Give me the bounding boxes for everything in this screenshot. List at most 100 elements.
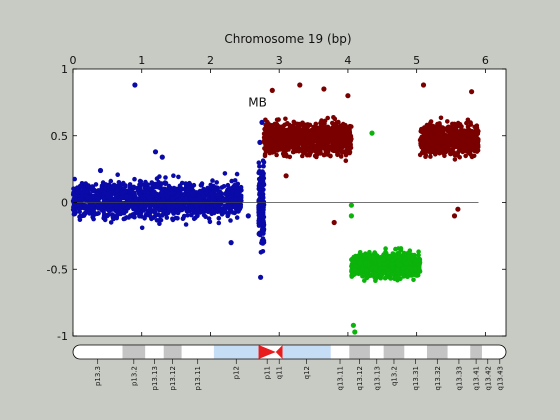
- data-point: [91, 206, 97, 211]
- data-point: [466, 149, 472, 154]
- x-tick-label: 2: [207, 54, 214, 67]
- data-point: [390, 258, 396, 263]
- outlier-point: [228, 240, 234, 246]
- data-point: [76, 197, 82, 202]
- data-point: [99, 207, 105, 213]
- data-point: [308, 150, 313, 155]
- centromere-band: [275, 345, 283, 359]
- data-point: [381, 261, 386, 267]
- data-point: [226, 212, 231, 217]
- data-point: [139, 203, 144, 208]
- band-label: q13.41: [473, 366, 481, 390]
- data-point: [258, 212, 264, 217]
- data-point: [171, 195, 177, 200]
- data-point: [331, 148, 336, 154]
- data-point: [260, 173, 266, 178]
- data-point: [99, 184, 105, 190]
- data-point: [471, 133, 476, 138]
- data-point: [81, 211, 87, 217]
- data-point: [423, 150, 429, 155]
- data-point: [263, 136, 268, 142]
- data-point: [183, 222, 189, 227]
- data-point: [103, 185, 108, 191]
- data-point: [419, 129, 425, 135]
- data-point: [322, 121, 327, 126]
- band-label: p13.11: [194, 366, 202, 390]
- band-label: p12: [233, 366, 241, 379]
- band-label: p11: [264, 366, 272, 379]
- data-point: [205, 209, 211, 215]
- data-point: [86, 187, 91, 193]
- data-point: [232, 201, 237, 206]
- data-point: [332, 128, 338, 133]
- data-point: [449, 149, 455, 155]
- data-point: [179, 204, 185, 210]
- data-point: [277, 125, 283, 131]
- data-point: [452, 157, 458, 162]
- data-point: [330, 120, 335, 126]
- data-point: [290, 149, 296, 155]
- data-point: [465, 124, 471, 129]
- data-point: [383, 246, 388, 251]
- series-3: [348, 130, 423, 335]
- data-point: [343, 144, 349, 149]
- data-point: [256, 197, 262, 203]
- data-point: [119, 194, 124, 200]
- data-point: [151, 191, 156, 196]
- data-point: [201, 186, 206, 192]
- data-point: [403, 261, 409, 267]
- data-point: [301, 123, 307, 128]
- data-point: [72, 200, 77, 206]
- data-point: [276, 117, 281, 122]
- data-point: [334, 124, 339, 129]
- data-point: [440, 146, 445, 151]
- x-tick-label: 4: [344, 54, 351, 67]
- data-point: [124, 194, 129, 200]
- data-point: [185, 182, 190, 188]
- data-point: [401, 274, 407, 279]
- data-point: [428, 119, 434, 124]
- data-point: [304, 138, 309, 144]
- data-point: [158, 217, 164, 223]
- band-label: q13.2: [390, 366, 398, 386]
- data-point: [157, 221, 162, 226]
- band-label: q13.31: [412, 366, 420, 390]
- data-point: [267, 129, 273, 134]
- data-point: [108, 196, 114, 201]
- data-point: [181, 215, 186, 221]
- data-point: [401, 266, 407, 271]
- data-point: [137, 191, 142, 197]
- data-point: [475, 148, 481, 153]
- data-point: [110, 184, 116, 190]
- data-point: [120, 182, 125, 187]
- data-point: [227, 193, 232, 199]
- x-tick-label: 6: [482, 54, 489, 67]
- data-point: [386, 271, 391, 276]
- data-point: [451, 127, 457, 132]
- data-point: [79, 181, 85, 186]
- data-point: [171, 173, 176, 178]
- data-point: [462, 136, 468, 142]
- data-point: [282, 144, 288, 149]
- data-point: [283, 152, 289, 157]
- centromere-band: [258, 345, 276, 359]
- outlier-point: [269, 87, 275, 93]
- data-point: [328, 153, 333, 159]
- data-point: [71, 196, 77, 202]
- data-point: [133, 205, 138, 211]
- data-point: [215, 185, 221, 191]
- data-point: [261, 163, 266, 169]
- ideogram-band: [122, 345, 146, 359]
- data-point: [108, 202, 114, 208]
- data-point: [201, 205, 206, 211]
- data-point: [105, 207, 111, 213]
- data-point: [216, 215, 222, 221]
- data-point: [257, 190, 262, 196]
- data-point: [366, 261, 371, 266]
- band-label: q13.32: [434, 366, 442, 390]
- data-point: [445, 124, 451, 130]
- scatter-points: [70, 82, 481, 335]
- data-point: [154, 196, 159, 202]
- data-point: [216, 220, 222, 226]
